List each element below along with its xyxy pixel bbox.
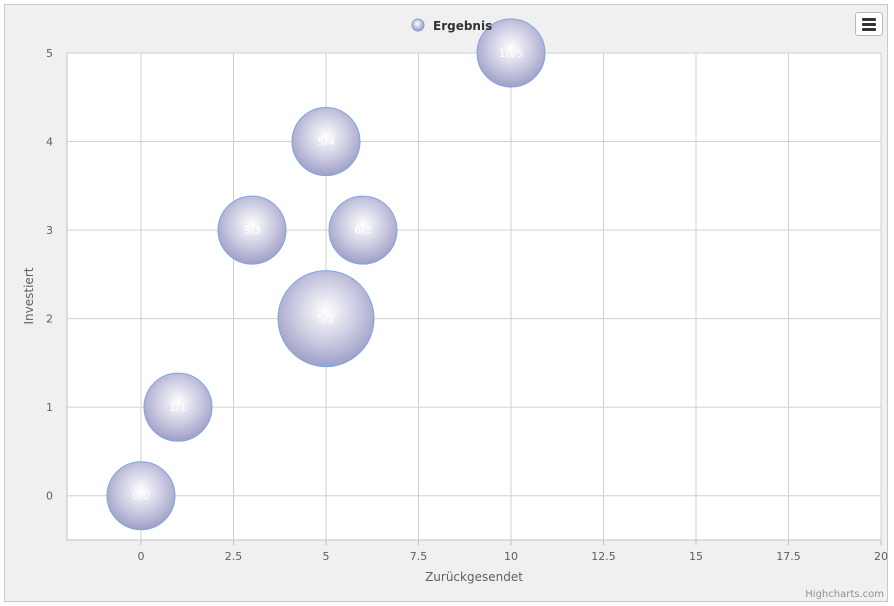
x-tick-label: 15 bbox=[689, 550, 703, 563]
x-tick-label: 0 bbox=[138, 550, 145, 563]
x-tick-label: 12.5 bbox=[591, 550, 616, 563]
hamburger-menu-icon[interactable] bbox=[855, 12, 883, 36]
bubble-point[interactable] bbox=[217, 195, 287, 265]
legend-marker bbox=[411, 18, 425, 32]
bubble-point[interactable] bbox=[277, 270, 375, 368]
x-tick-label: 17.5 bbox=[776, 550, 801, 563]
grid bbox=[67, 52, 882, 540]
x-tick-label: 2.5 bbox=[225, 550, 243, 563]
bubble-data-label: 0/0 bbox=[132, 490, 150, 503]
bubble-data-label: 5/2 bbox=[317, 313, 335, 326]
x-tick-label: 10 bbox=[504, 550, 518, 563]
x-axis-title: Zurückgesendet bbox=[425, 570, 523, 584]
y-axis-ticks: 0 1 2 3 4 5 bbox=[46, 47, 53, 503]
x-tick-label: 5 bbox=[323, 550, 330, 563]
credits-link[interactable]: Highcharts.com bbox=[805, 589, 884, 600]
bubble-data-label: 1/1 bbox=[169, 401, 187, 414]
legend-item-ergebnis[interactable]: Ergebnis bbox=[433, 19, 492, 33]
y-axis-title: Investiert bbox=[22, 267, 36, 324]
bubble-series: 5/2 0/0 1/1 3/3 5/4 6/3 10/5 bbox=[106, 18, 546, 531]
bubble-data-label: 3/3 bbox=[243, 224, 261, 237]
y-tick-label: 5 bbox=[46, 47, 53, 60]
y-tick-label: 3 bbox=[46, 224, 53, 237]
bubble-data-label: 5/4 bbox=[317, 136, 335, 149]
x-tick-label: 7.5 bbox=[410, 550, 428, 563]
x-tick-label: 20 bbox=[874, 550, 888, 563]
legend[interactable]: Ergebnis bbox=[411, 18, 492, 33]
y-tick-label: 2 bbox=[46, 313, 53, 326]
bubble-data-label: 10/5 bbox=[499, 47, 524, 60]
bubble-point[interactable] bbox=[106, 461, 176, 531]
y-tick-label: 4 bbox=[46, 136, 53, 149]
x-axis-ticks: 0 2.5 5 7.5 10 12.5 15 17.5 20 bbox=[138, 540, 888, 563]
plot-background bbox=[66, 52, 882, 541]
bubble-point[interactable] bbox=[143, 372, 213, 442]
bubble-point[interactable] bbox=[476, 18, 546, 88]
bubble-data-label: 6/3 bbox=[354, 224, 372, 237]
y-tick-label: 0 bbox=[46, 490, 53, 503]
bubble-point[interactable] bbox=[328, 195, 398, 265]
y-tick-label: 1 bbox=[46, 401, 53, 414]
bubble-point[interactable] bbox=[291, 107, 361, 177]
